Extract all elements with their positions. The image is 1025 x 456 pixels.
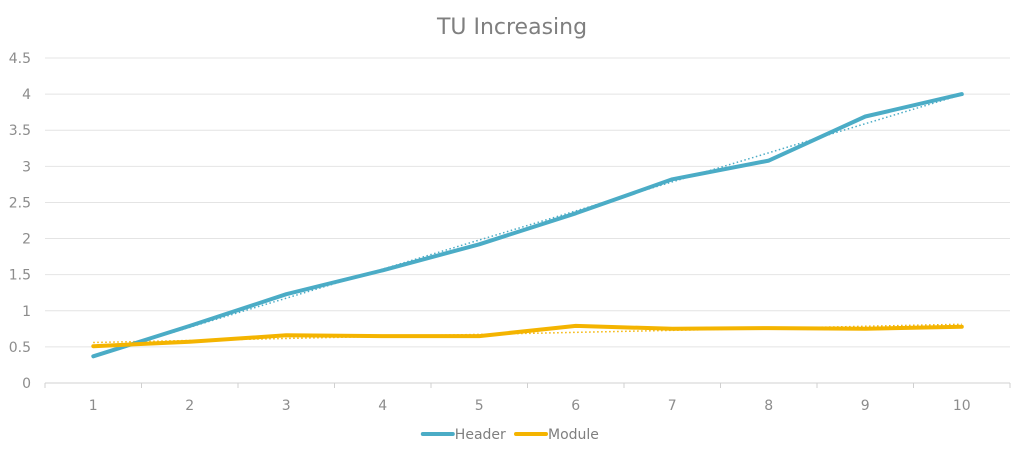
x-tick-label: 5 xyxy=(475,398,484,414)
y-tick-label: 3.5 xyxy=(9,123,31,139)
legend-item-header[interactable]: Header xyxy=(420,427,506,443)
y-tick-label: 4.5 xyxy=(9,51,31,67)
x-tick-label: 4 xyxy=(378,398,387,414)
y-tick-label: 3 xyxy=(22,159,31,175)
x-tick-label: 7 xyxy=(668,398,677,414)
x-tick-label: 8 xyxy=(764,398,773,414)
series-line-module xyxy=(91,323,964,349)
y-tick-label: 0.5 xyxy=(9,340,31,356)
y-tick-label: 2 xyxy=(22,232,31,248)
legend-label: Module xyxy=(548,427,599,443)
x-tick-label: 1 xyxy=(89,398,98,414)
x-tick-label: 9 xyxy=(861,398,870,414)
legend-item-module[interactable]: Module xyxy=(514,427,599,443)
y-tick-label: 1 xyxy=(22,304,31,320)
legend-label: Header xyxy=(455,427,506,443)
x-tick-label: 3 xyxy=(282,398,291,414)
series-line-header xyxy=(91,92,964,359)
chart-title: TU Increasing xyxy=(436,15,587,40)
y-tick-label: 4 xyxy=(22,87,31,103)
y-tick-label: 2.5 xyxy=(9,195,31,211)
x-tick-label: 2 xyxy=(185,398,194,414)
legend: Header Module xyxy=(420,427,599,443)
x-tick-label: 6 xyxy=(571,398,580,414)
gridlines xyxy=(45,57,1010,384)
series-lines xyxy=(91,92,964,359)
axes: 0 0.5 1 1.5 2 2.5 3 3.5 4 4.5 1 2 3 4 5 6 7 8 9 10 xyxy=(9,51,1011,414)
y-tick-label: 0 xyxy=(22,376,31,392)
x-tick-label: 10 xyxy=(953,398,971,414)
y-tick-label: 1.5 xyxy=(9,268,31,284)
